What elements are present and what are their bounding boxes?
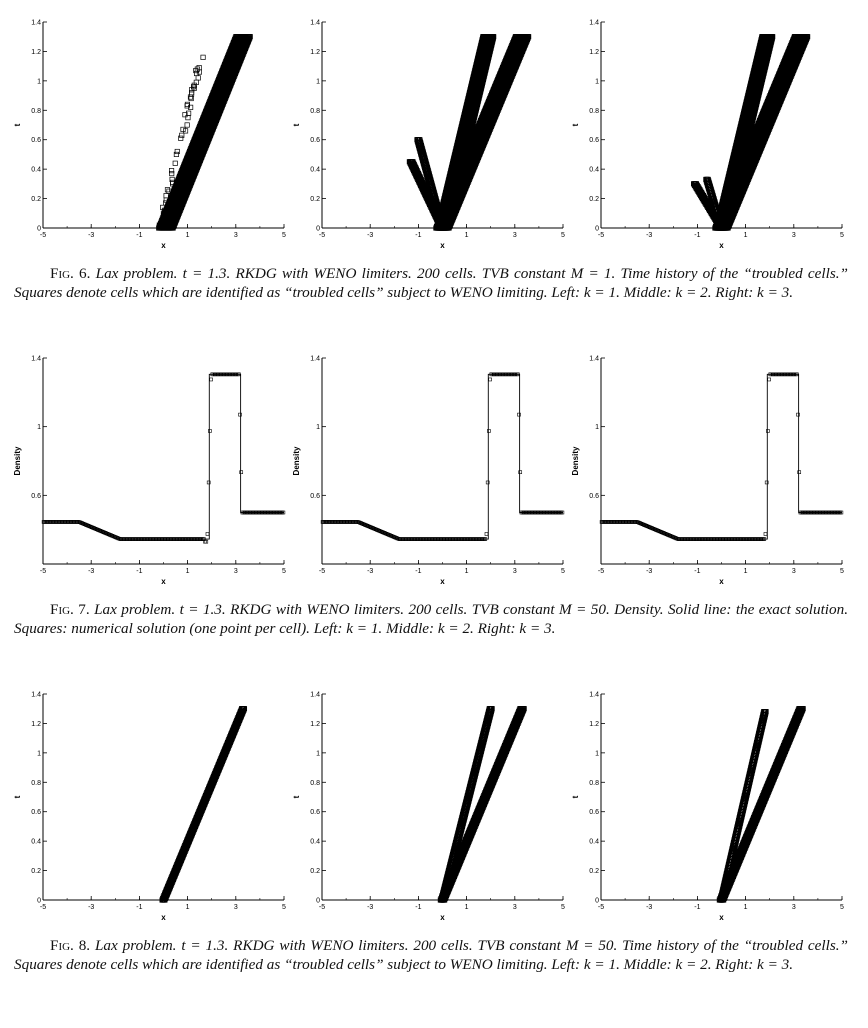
y-tick-label: 0.6 — [31, 137, 41, 144]
fig6-left-plot: -5 -3 -1 1 3 5 0 0.2 0.4 0.6 0.8 1 1.2 1.4 x t — [10, 14, 290, 251]
troubled-cell-marker — [185, 115, 191, 121]
troubled-cell-marker — [169, 171, 175, 177]
x-tick-label: 1 — [186, 232, 190, 239]
x-axis-label: x — [161, 241, 166, 250]
troubled-cell-marker — [178, 135, 184, 141]
troubled-cell-marker — [163, 193, 169, 199]
troubled-cell-marker — [169, 168, 175, 174]
troubled-cell-marker — [179, 132, 185, 138]
troubled-cell-marker — [200, 54, 206, 60]
y-axis-label: t — [13, 123, 22, 126]
troubled-cell-marker — [184, 122, 190, 128]
y-tick-label: 1.2 — [31, 49, 41, 56]
x-tick-label: 5 — [282, 232, 286, 239]
y-tick-label: 0 — [37, 226, 41, 233]
y-tick-label: 1 — [37, 78, 41, 85]
x-tick-label: -1 — [136, 232, 142, 239]
fig6-middle-svg: -5 -3 -1 1 3 500.20.40.60.811.21.4xt — [292, 20, 565, 251]
fig6-middle-plot: -5 -3 -1 1 3 5 0 0.2 0.4 0.6 0.8 1 1.2 1.4 x t — [289, 14, 569, 251]
troubled-cell-marker — [189, 90, 195, 96]
troubled-cell-marker — [164, 187, 171, 193]
x-tick-label: -3 — [88, 232, 94, 239]
y-tick-label: 0.8 — [31, 108, 41, 115]
troubled-cell-marker — [184, 101, 190, 107]
y-tick-label: 1.4 — [31, 20, 41, 27]
troubled-cell-marker — [196, 65, 202, 71]
y-tick-label: 0.2 — [31, 196, 41, 203]
fig6-left-svg: -5 -3 -1 1 3 5 0 0.2 0.4 0.6 0.8 1 1.2 1.4 x t — [13, 20, 286, 251]
troubled-cell-marker — [195, 75, 201, 81]
y-tick-label: 0.4 — [31, 167, 41, 174]
x-tick-label: 3 — [234, 232, 238, 239]
troubled-cells — [406, 34, 532, 231]
troubled-cells — [156, 34, 253, 231]
x-tick-label: -5 — [40, 232, 46, 239]
troubled-cell-marker — [188, 91, 195, 97]
troubled-cell-marker — [172, 160, 178, 166]
